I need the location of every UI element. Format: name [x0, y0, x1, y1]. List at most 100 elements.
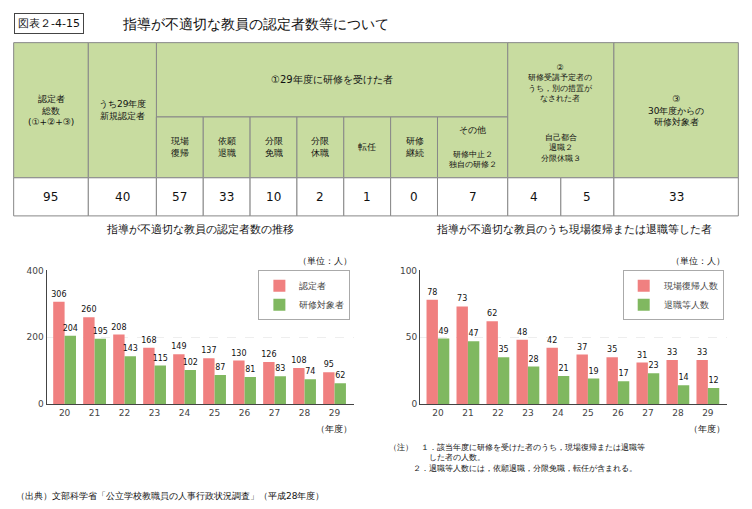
svg-text:24: 24	[552, 408, 564, 418]
svg-text:74: 74	[305, 367, 315, 376]
svg-text:0: 0	[410, 190, 418, 204]
svg-text:115: 115	[153, 354, 168, 363]
svg-text:（年度）: （年度）	[689, 424, 725, 434]
svg-text:126: 126	[261, 350, 276, 359]
svg-text:28: 28	[299, 408, 311, 418]
svg-text:95: 95	[324, 360, 334, 369]
svg-text:143: 143	[123, 344, 138, 353]
svg-text:204: 204	[63, 324, 78, 333]
svg-text:102: 102	[183, 358, 198, 367]
svg-text:22: 22	[119, 408, 130, 418]
svg-text:2: 2	[316, 190, 324, 204]
svg-text:5: 5	[583, 190, 591, 204]
svg-text:28: 28	[672, 408, 684, 418]
svg-text:33: 33	[219, 190, 234, 204]
svg-text:108: 108	[291, 356, 306, 365]
svg-text:400: 400	[27, 266, 44, 276]
svg-text:分限休職: 分限休職	[311, 136, 329, 158]
svg-text:指導が不適切な教員のうち現場復帰または退職等した者: 指導が不適切な教員のうち現場復帰または退職等した者	[436, 223, 712, 236]
svg-text:③30年度からの研修対象者: ③30年度からの研修対象者	[648, 94, 704, 127]
svg-text:23: 23	[149, 408, 160, 418]
svg-text:研修中止２独自の研修２: 研修中止２独自の研修２	[449, 150, 497, 169]
svg-text:17: 17	[618, 369, 628, 378]
svg-text:50: 50	[406, 332, 418, 342]
svg-text:①29年度に研修を受けた者: ①29年度に研修を受けた者	[271, 74, 393, 85]
svg-text:（出典）文部科学省「公立学校教職員の人事行政状況調査」（平成: （出典）文部科学省「公立学校教職員の人事行政状況調査」（平成28年度）	[16, 491, 324, 501]
svg-text:100: 100	[400, 266, 417, 276]
svg-text:81: 81	[245, 365, 255, 374]
svg-text:20: 20	[59, 408, 71, 418]
svg-text:分限免職: 分限免職	[265, 136, 283, 158]
svg-text:62: 62	[487, 309, 497, 318]
svg-text:②研修受講予定者のうち，別の措置がなされた者: ②研修受講予定者のうち，別の措置がなされた者	[528, 63, 593, 103]
svg-text:指導が不適切な教員の認定者数の推移: 指導が不適切な教員の認定者数の推移	[106, 223, 294, 236]
svg-text:10: 10	[266, 190, 281, 204]
svg-text:研修継続: 研修継続	[405, 136, 424, 158]
svg-text:指導が不適切な教員の認定者数等について: 指導が不適切な教員の認定者数等について	[122, 16, 389, 32]
svg-text:転任: 転任	[358, 142, 376, 152]
svg-text:（単位：人）: （単位：人）	[298, 256, 352, 266]
svg-text:14: 14	[678, 373, 688, 382]
svg-text:（年度）: （年度）	[316, 424, 352, 434]
svg-text:35: 35	[607, 345, 617, 354]
svg-text:22: 22	[492, 408, 503, 418]
svg-text:認定者: 認定者	[299, 281, 326, 291]
svg-text:うち29年度新規認定者: うち29年度新規認定者	[99, 99, 146, 121]
svg-text:27: 27	[642, 408, 653, 418]
svg-text:95: 95	[43, 190, 58, 204]
svg-text:83: 83	[275, 364, 285, 373]
svg-text:149: 149	[171, 342, 186, 351]
svg-text:7: 7	[469, 190, 477, 204]
svg-text:4: 4	[530, 190, 538, 204]
svg-text:退職等人数: 退職等人数	[664, 300, 709, 310]
svg-text:31: 31	[637, 351, 647, 360]
svg-text:49: 49	[439, 327, 449, 336]
svg-text:（単位：人）: （単位：人）	[671, 256, 725, 266]
svg-text:21: 21	[89, 408, 100, 418]
svg-text:その他: その他	[459, 125, 486, 135]
svg-text:73: 73	[457, 294, 467, 303]
svg-text:1: 1	[363, 190, 371, 204]
svg-text:168: 168	[141, 336, 156, 345]
svg-text:研修対象者: 研修対象者	[299, 300, 344, 310]
svg-text:40: 40	[115, 190, 130, 204]
svg-text:21: 21	[558, 364, 568, 373]
svg-text:自己都合退職２分限休職３: 自己都合退職２分限休職３	[541, 133, 581, 163]
svg-text:23: 23	[648, 361, 658, 370]
svg-text:26: 26	[612, 408, 624, 418]
svg-text:78: 78	[427, 288, 437, 297]
svg-text:認定者総数(①+②+③): 認定者総数(①+②+③)	[28, 94, 74, 127]
svg-text:12: 12	[708, 376, 718, 385]
svg-text:137: 137	[201, 346, 216, 355]
svg-text:37: 37	[577, 343, 587, 352]
svg-text:42: 42	[547, 336, 557, 345]
svg-text:21: 21	[462, 408, 473, 418]
svg-text:25: 25	[582, 408, 593, 418]
svg-text:現場復帰: 現場復帰	[171, 136, 189, 158]
svg-text:25: 25	[209, 408, 220, 418]
svg-text:33: 33	[667, 348, 677, 357]
svg-text:現場復帰人数: 現場復帰人数	[664, 281, 718, 291]
svg-text:0: 0	[38, 399, 44, 409]
svg-text:33: 33	[669, 190, 684, 204]
svg-text:208: 208	[111, 323, 126, 332]
svg-text:23: 23	[522, 408, 533, 418]
svg-text:35: 35	[499, 345, 509, 354]
svg-text:62: 62	[335, 371, 345, 380]
svg-text:26: 26	[239, 408, 251, 418]
svg-text:195: 195	[93, 327, 108, 336]
svg-text:57: 57	[172, 190, 187, 204]
svg-text:47: 47	[469, 329, 479, 338]
svg-text:29: 29	[702, 408, 714, 418]
svg-text:33: 33	[697, 348, 707, 357]
svg-text:27: 27	[269, 408, 280, 418]
svg-text:図表２-4-15: 図表２-4-15	[18, 17, 80, 30]
svg-text:20: 20	[432, 408, 444, 418]
svg-text:依願退職: 依願退職	[218, 136, 236, 158]
svg-text:306: 306	[51, 290, 66, 299]
svg-text:29: 29	[329, 408, 341, 418]
svg-text:48: 48	[517, 328, 527, 337]
svg-text:（注） １．該当年度に研修を受けた者のうち，現場復帰または退: （注） １．該当年度に研修を受けた者のうち，現場復帰または退職等 した者の人数。…	[389, 443, 645, 473]
svg-text:0: 0	[411, 399, 417, 409]
svg-text:200: 200	[27, 332, 44, 342]
